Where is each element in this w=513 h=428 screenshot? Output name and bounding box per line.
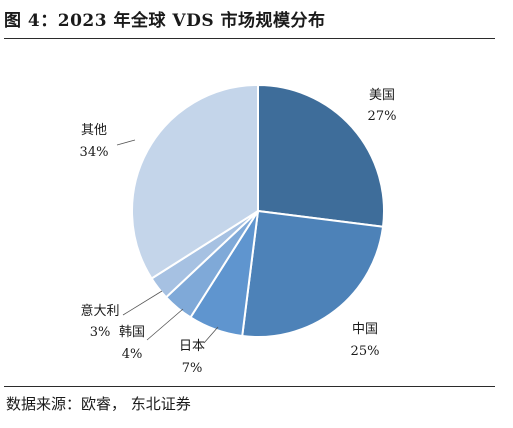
slice-value-kr: 4% <box>122 347 143 362</box>
pie-slice-us <box>257 83 385 228</box>
title-rule <box>4 38 495 39</box>
slice-labels: 美国 27% 中国 25% 日本 7% 韩国 4% 意大利 3% 其他 34% <box>80 88 397 376</box>
slice-value-us: 27% <box>368 109 397 124</box>
leader-line-jp <box>203 326 219 344</box>
slice-label-it: 意大利 <box>80 303 119 319</box>
slice-value-it: 3% <box>90 325 111 340</box>
pie-slice-other <box>131 83 259 280</box>
figure-title: 图 4：2023 年全球 VDS 市场规模分布 <box>4 11 326 31</box>
slice-value-jp: 7% <box>182 361 203 376</box>
source-note: 数据来源：欧睿， 东北证券 <box>6 395 191 413</box>
leader-line-kr <box>146 308 184 341</box>
pie-slices <box>131 83 385 338</box>
pie-slice-cn <box>241 209 385 338</box>
slice-label-cn: 中国 <box>352 322 378 337</box>
slice-label-us: 美国 <box>369 88 395 103</box>
leader-line-other <box>116 139 136 146</box>
leader-lines <box>116 139 219 344</box>
slice-value-cn: 25% <box>351 344 380 359</box>
slice-label-other: 其他 <box>81 123 107 138</box>
slice-label-jp: 日本 <box>179 339 205 354</box>
source-rule <box>4 386 495 387</box>
slice-value-other: 34% <box>80 145 109 160</box>
slice-label-kr: 韩国 <box>119 325 145 340</box>
leader-line-it <box>122 290 163 316</box>
